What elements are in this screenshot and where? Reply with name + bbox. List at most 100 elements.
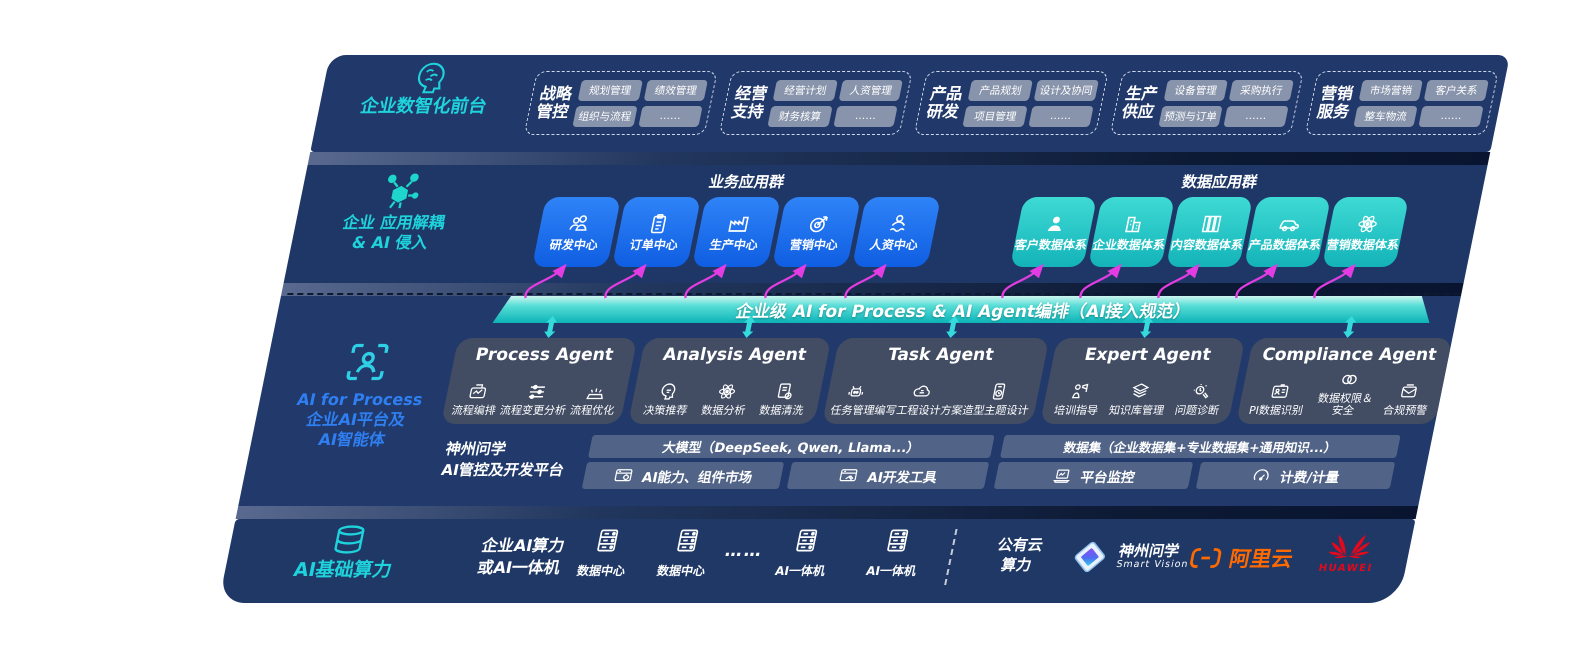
agent-item: 编写工程设计方案	[873, 381, 968, 417]
server-icon	[671, 527, 703, 554]
tile-label: 产品数据体系	[1247, 237, 1323, 252]
agent-item-label: 流程编排	[450, 403, 498, 417]
tile-label: 企业数据体系	[1091, 237, 1167, 252]
chip: ……	[638, 105, 703, 127]
chip: ……	[833, 105, 899, 127]
process-agent-card: Process Agent 流程编排 流程变更分析 流程优化	[440, 338, 638, 424]
group-label-line1: 经营	[733, 83, 770, 103]
analysis-agent-card: Analysis Agent 决策推荐 数据分析 数据清洗	[627, 338, 832, 424]
mail-alert-icon	[1396, 381, 1421, 402]
tile-content-data: 内容数据体系	[1165, 197, 1254, 267]
platform-name-line2: AI管控及开发平台	[439, 461, 566, 479]
agent-item-label: 数据权限＆安全	[1316, 391, 1375, 417]
agent-item-label: 合规预警	[1381, 403, 1429, 417]
tile-production-center: 生产中心	[691, 197, 782, 267]
group-chips: 设备管理 采购执行 预测与订单 ……	[1158, 79, 1294, 127]
tile-marketing-center: 营销中心	[771, 197, 862, 267]
smart-vision-logo: 神州问学 Smart Vision	[1066, 537, 1194, 577]
id-card-icon	[1267, 381, 1292, 402]
chip: 绩效管理	[643, 79, 709, 101]
training-icon	[1067, 381, 1092, 402]
group-label: 经营 支持	[729, 83, 770, 122]
group-label: 营销 服务	[1315, 84, 1355, 122]
group-label: 战略 管控	[534, 83, 575, 122]
agent-item: 数据权限＆安全	[1311, 369, 1383, 417]
component-market-icon	[611, 466, 635, 486]
alibaba-cloud-logo: 阿里云	[1187, 543, 1296, 573]
team-icon	[564, 212, 593, 236]
data-tiles: 客户数据体系 企业数据体系 内容数据体系 产品数据体系 营销数据体系	[1009, 197, 1410, 267]
ai-appliance-node: AI一体机	[760, 527, 847, 579]
group-product: 产品 研发 产品规划 设计及协同 项目管理 ……	[914, 71, 1109, 135]
tile-label: 人资中心	[868, 237, 920, 252]
tile-label: 研发中心	[548, 237, 600, 252]
factory-icon	[724, 212, 753, 236]
decision-icon	[657, 381, 682, 402]
agent-title: Expert Agent	[1082, 345, 1213, 365]
compute-label-line2: 或AI一体机	[475, 557, 562, 577]
robot-icon	[844, 381, 869, 402]
agent-items: PI数据识别 数据权限＆安全 合规预警	[1243, 365, 1441, 420]
chip: 设计及协同	[1033, 79, 1099, 101]
chip: 组织与流程	[572, 105, 638, 127]
alibaba-name: 阿里云	[1227, 547, 1295, 571]
agent-item: 问题诊断	[1174, 381, 1225, 417]
dataset-cells: 平台监控 计费/计量	[993, 462, 1396, 489]
chip: 规划管理	[577, 79, 643, 101]
group-label: 生产 供应	[1120, 84, 1160, 122]
group-label-line2: 支持	[729, 102, 766, 121]
diagnose-icon	[1188, 381, 1213, 402]
app-layer-title-line2: & AI 侵入	[350, 233, 430, 252]
agent-title: Task Agent	[886, 345, 996, 365]
smart-vision-sub: Smart Vision	[1115, 559, 1190, 571]
huawei-flower-icon	[1326, 527, 1375, 559]
building-icon	[1119, 212, 1148, 236]
chip: 预测与订单	[1158, 105, 1223, 127]
agent-title: Compliance Agent	[1260, 345, 1439, 365]
group-chips: 市场营销 客户关系 整车物流 ……	[1353, 79, 1490, 127]
cell-label: AI开发工具	[865, 469, 939, 486]
agent-title: Analysis Agent	[661, 345, 809, 365]
rings-icon	[1337, 369, 1362, 390]
app-layer-title: 企业 应用解耦 & AI 侵入	[302, 213, 482, 253]
agent-item: 决策推荐	[642, 381, 693, 417]
front-layer-label-block: 企业数智化前台	[335, 60, 519, 119]
chip: 设备管理	[1163, 79, 1229, 101]
agent-item: 合规预警	[1382, 381, 1433, 417]
agent-items: 任务管理 编写工程设计方案 造型主题设计	[829, 365, 1038, 420]
tile-order-center: 订单中心	[611, 197, 702, 267]
huawei-name: HUAWEI	[1317, 563, 1374, 574]
business-tiles: 研发中心 订单中心 生产中心 营销中心 人资中心	[531, 197, 942, 267]
agent-items: 流程编排 流程变更分析 流程优化	[448, 365, 626, 420]
agent-item-label: 培训指导	[1052, 403, 1100, 417]
smart-vision-name: 神州问学	[1117, 541, 1181, 560]
updown-arrow-icon	[1137, 316, 1155, 338]
app-layer-label-block: 企业 应用解耦 & AI 侵入	[302, 171, 491, 253]
model-cells: AI能力、组件市场 AI开发工具	[581, 462, 990, 489]
agent-item: 数据分析	[700, 381, 751, 417]
group-label-line1: 产品	[928, 83, 965, 103]
tile-customer-data: 客户数据体系	[1009, 197, 1098, 267]
metering-icon	[1249, 466, 1273, 486]
dashed-divider	[944, 529, 958, 585]
datacenter-node: 数据中心	[561, 527, 648, 579]
platform-label: 神州问学 AI管控及开发平台	[439, 439, 598, 481]
group-label-line1: 战略	[538, 83, 575, 103]
group-chips: 经营计划 人资管理 财务核算 ……	[767, 79, 904, 127]
metering-cell: 计费/计量	[1195, 462, 1396, 489]
agent-item: 流程编排	[450, 381, 501, 417]
cell-label: 计费/计量	[1278, 469, 1341, 486]
theme-design-icon	[987, 381, 1012, 402]
agent-item-label: 流程变更分析	[498, 403, 568, 417]
ai-appliance-node: AI一体机	[851, 527, 938, 579]
front-layer-title: 企业数智化前台	[358, 96, 489, 117]
agent-item: 流程变更分析	[499, 381, 572, 417]
agent-item-label: 问题诊断	[1173, 403, 1221, 417]
tile-product-data: 产品数据体系	[1243, 197, 1332, 267]
server-icon	[591, 527, 623, 554]
agent-item-label: 任务管理	[829, 403, 876, 417]
agent-item-label: 知识库管理	[1107, 403, 1166, 417]
cloud-label-line1: 公有云	[995, 536, 1045, 554]
optimize-icon	[583, 381, 608, 402]
